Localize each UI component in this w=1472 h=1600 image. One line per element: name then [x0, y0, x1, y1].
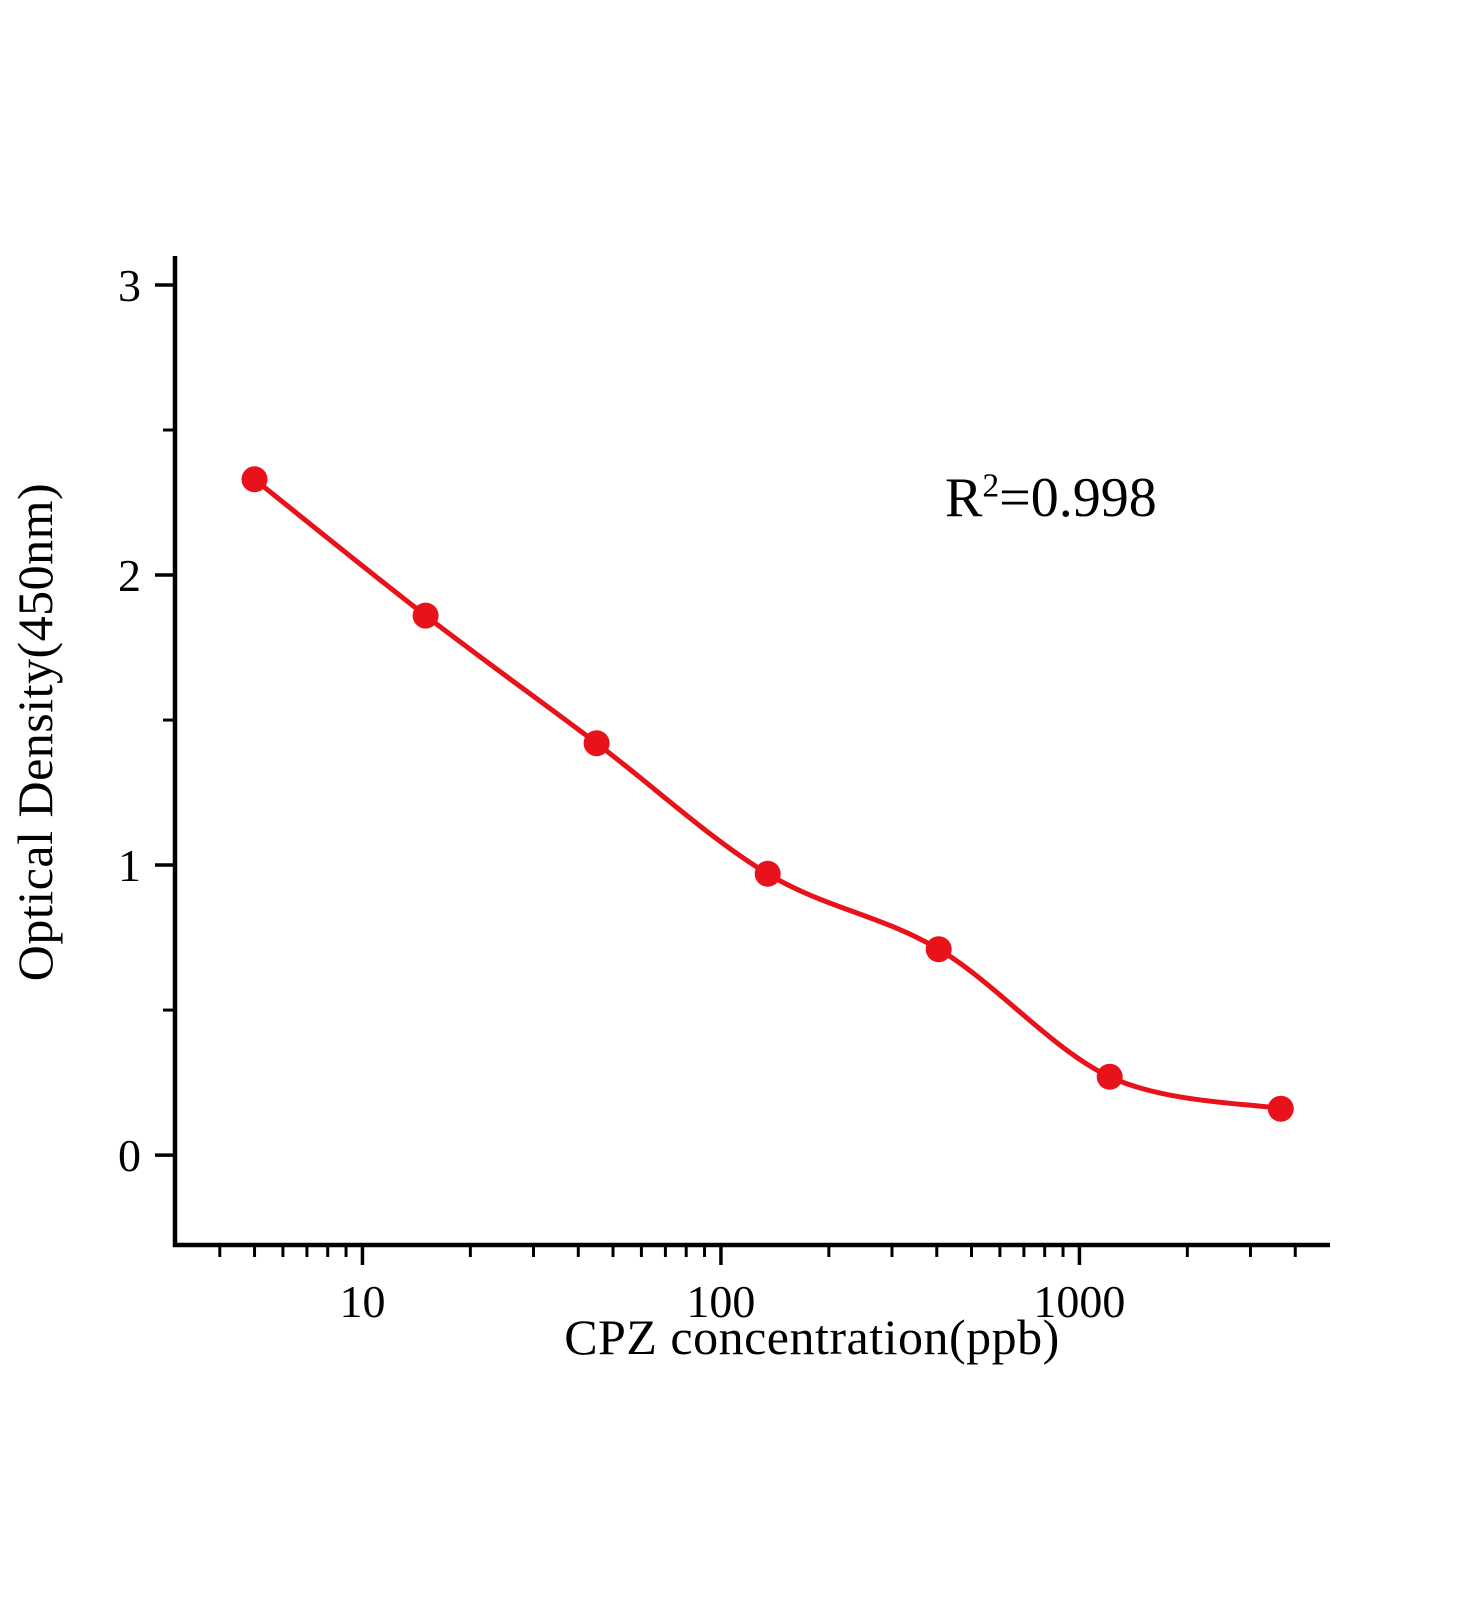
axis-ticks — [155, 283, 1297, 1265]
y-tick-label: 1 — [118, 840, 141, 891]
y-axis-title-text: Optical Density(450nm) — [7, 482, 63, 982]
axis-lines — [172, 256, 1330, 1248]
x-tick-label: 1000 — [1033, 1276, 1125, 1327]
data-point — [925, 936, 952, 963]
r-squared-value: =0.998 — [999, 467, 1157, 529]
r-squared-base: R — [945, 467, 983, 529]
y-axis-title: Optical Density(450nm) — [6, 483, 64, 981]
y-tick-label: 3 — [118, 260, 141, 311]
y-tick-label: 0 — [118, 1130, 141, 1181]
r-squared-annotation: R2=0.998 — [945, 466, 1157, 530]
data-point — [412, 602, 439, 629]
x-tick-label: 10 — [339, 1276, 385, 1327]
data-point — [241, 466, 268, 493]
axis-frame — [172, 256, 1330, 1248]
data-point — [1096, 1063, 1123, 1090]
data-point — [1267, 1095, 1294, 1122]
tick-labels: 10 100 1000 0 1 2 3 — [118, 260, 1125, 1327]
x-axis-title-text: CPZ concentration(ppb) — [564, 1309, 1060, 1365]
data-point — [583, 730, 610, 757]
x-axis-title: CPZ concentration(ppb) — [564, 1308, 1060, 1366]
y-tick-label: 2 — [118, 550, 141, 601]
r-squared-exponent: 2 — [982, 467, 1000, 505]
x-tick-label: 100 — [686, 1276, 755, 1327]
data-point — [754, 860, 781, 887]
fit-curve — [252, 476, 1284, 1112]
series-layer — [241, 466, 1294, 1122]
